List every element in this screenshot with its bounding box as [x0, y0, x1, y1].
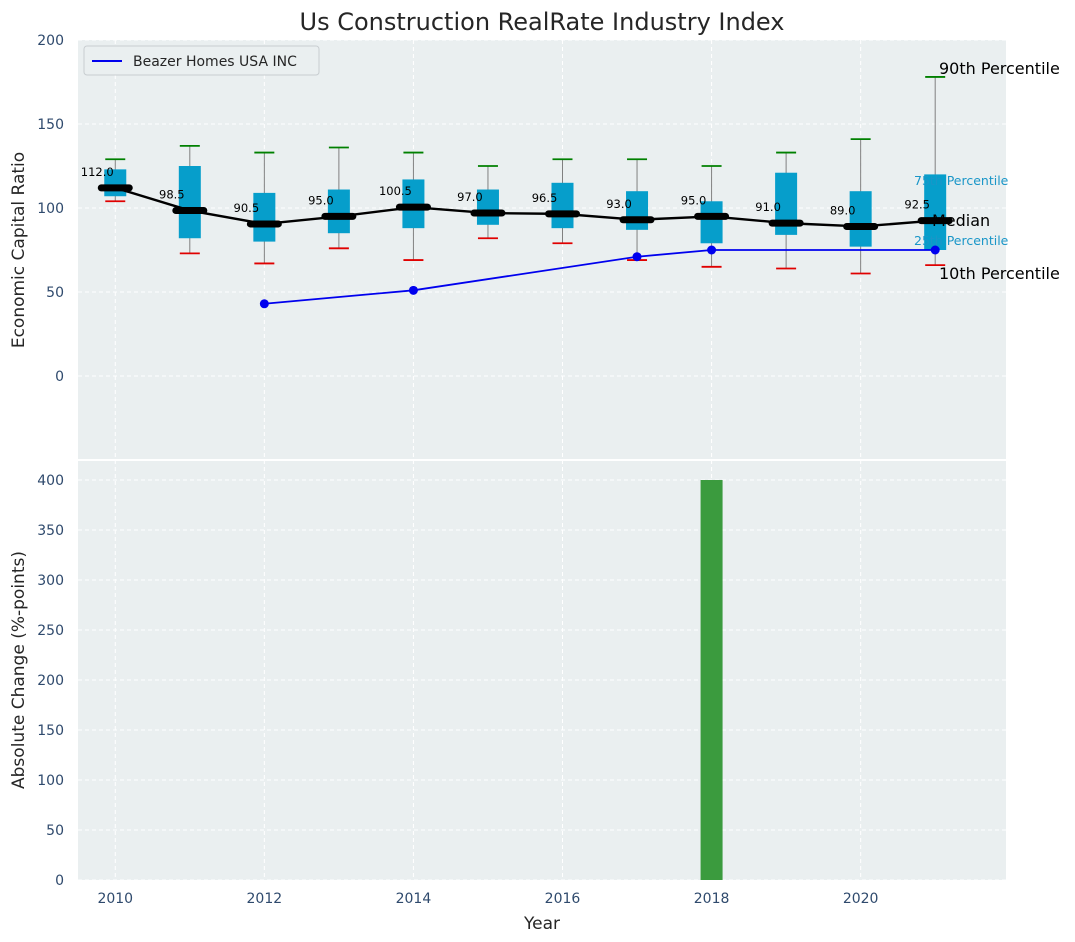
x-tick-label: 2014 — [396, 891, 432, 907]
top-y-tick-label: 100 — [37, 201, 64, 217]
top-panel: 112.0 98.5 90.5 95.0 100.5 97.0 96.5 93.0 95.0 91… — [9, 33, 1060, 461]
legend-box — [83, 45, 320, 76]
bottom-marks — [700, 480, 723, 880]
legend-entry-label: Beazer Homes USA INC — [133, 54, 297, 70]
company-series-point — [632, 252, 642, 262]
top-y-ticks: 0 50 100 150 200 — [37, 33, 64, 385]
median-data-label: 90.5 — [234, 201, 260, 215]
x-axis-label: Year — [523, 914, 560, 934]
bottom-y-tick-label: 300 — [37, 573, 64, 589]
bottom-y-tick-label: 0 — [55, 873, 64, 889]
x-tick-label: 2018 — [694, 891, 730, 907]
bottom-plot-area — [78, 461, 1006, 880]
company-series-point — [408, 285, 418, 295]
median-data-label: 100.5 — [379, 184, 412, 198]
median-data-label: 112.0 — [81, 165, 114, 179]
median-data-label: 96.5 — [532, 191, 558, 205]
box-iqr — [327, 189, 350, 234]
x-tick-label: 2010 — [97, 891, 133, 907]
bottom-y-tick-label: 150 — [37, 723, 64, 739]
annotation-10th-percentile: 10th Percentile — [939, 264, 1060, 283]
median-data-label: 95.0 — [308, 193, 334, 207]
top-y-tick-label: 0 — [55, 369, 64, 385]
bottom-y-tick-label: 100 — [37, 773, 64, 789]
legend: Beazer Homes USA INC — [83, 45, 320, 76]
bottom-y-tick-label: 50 — [46, 823, 64, 839]
median-data-label: 92.5 — [904, 198, 930, 212]
median-data-label: 91.0 — [755, 200, 781, 214]
bottom-y-ticks: 0 50 100 150 200 250 300 350 400 — [37, 473, 64, 889]
company-series-point — [930, 245, 940, 255]
box-iqr — [551, 182, 574, 229]
chart-title: Us Construction RealRate Industry Index — [300, 8, 785, 36]
box-iqr — [849, 191, 872, 247]
top-y-axis-label: Economic Capital Ratio — [9, 152, 29, 348]
bottom-y-tick-label: 250 — [37, 623, 64, 639]
top-y-tick-label: 150 — [37, 117, 64, 133]
annotation-75th-percentile: 75th Percentile — [914, 173, 1009, 188]
median-data-label: 95.0 — [681, 193, 707, 207]
company-series-point — [259, 299, 269, 309]
bottom-y-axis-label: Absolute Change (%-points) — [9, 551, 29, 789]
bottom-y-tick-label: 400 — [37, 473, 64, 489]
x-ticks: 2010 2012 2014 2016 2018 2020 — [97, 891, 878, 907]
box-iqr — [775, 172, 798, 235]
median-data-label: 98.5 — [159, 188, 185, 202]
bottom-grid — [78, 460, 1006, 881]
top-y-tick-label: 50 — [46, 285, 64, 301]
x-tick-label: 2016 — [545, 891, 581, 907]
bottom-y-tick-label: 350 — [37, 523, 64, 539]
box-iqr — [700, 201, 723, 244]
top-y-tick-label: 200 — [37, 33, 64, 49]
x-tick-label: 2020 — [843, 891, 879, 907]
annotation-median: Median — [932, 211, 990, 230]
box-iqr — [924, 174, 947, 250]
top-marks: 112.0 98.5 90.5 95.0 100.5 97.0 96.5 93.0 95.0 91… — [81, 76, 953, 309]
median-data-label: 89.0 — [830, 203, 856, 217]
median-data-label: 93.0 — [606, 197, 632, 211]
median-data-label: 97.0 — [457, 190, 483, 204]
bottom-y-tick-label: 200 — [37, 673, 64, 689]
annotation-90th-percentile: 90th Percentile — [939, 59, 1060, 78]
box-iqr — [253, 192, 276, 242]
box-iqr — [178, 166, 201, 239]
x-tick-label: 2012 — [247, 891, 283, 907]
change-bar — [700, 480, 723, 880]
company-series-point — [707, 245, 717, 255]
annotation-25th-percentile: 25th Percentile — [914, 233, 1009, 248]
